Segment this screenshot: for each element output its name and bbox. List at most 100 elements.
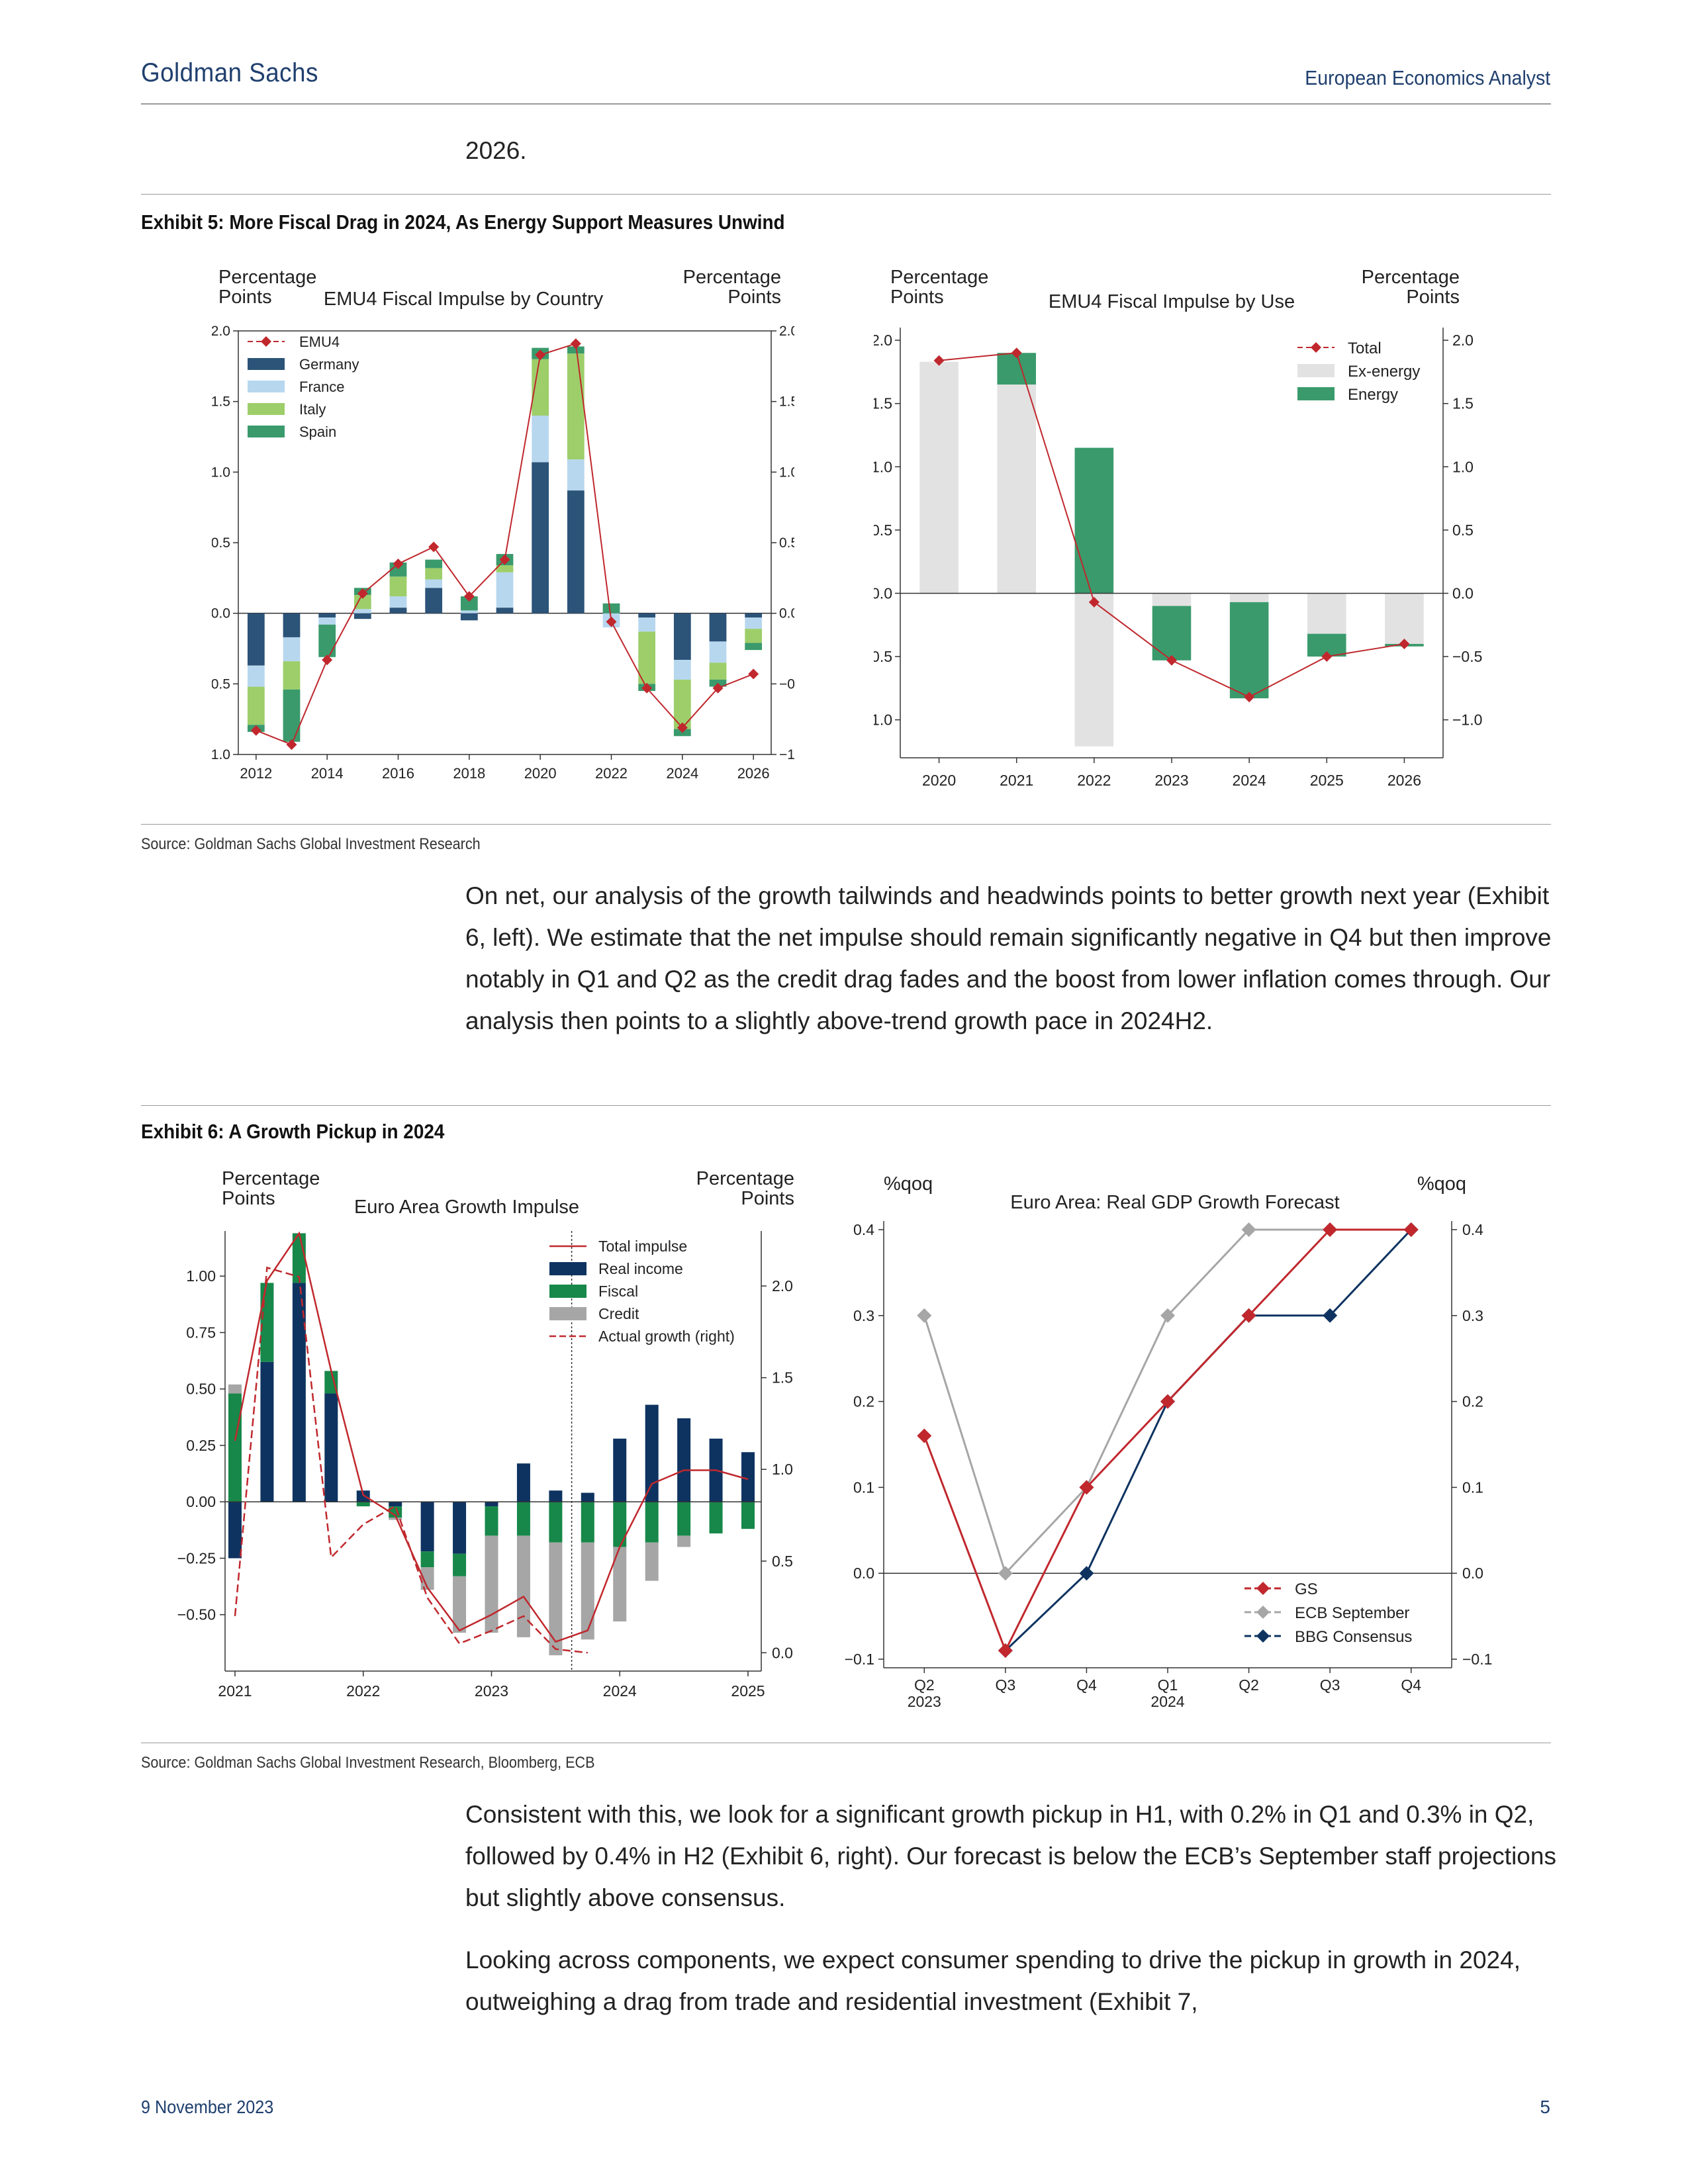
bar-fiscal (709, 1502, 723, 1533)
bar-credit (389, 1518, 402, 1520)
x-tick-label: 2024 (1150, 1693, 1184, 1710)
y-tick-label-right: 0.5 (779, 535, 794, 551)
bar-france (389, 596, 407, 608)
bar-france (353, 609, 371, 614)
y-tick-label-left: −0.25 (177, 1549, 216, 1567)
bar-real-income (741, 1452, 755, 1502)
chart-title: Euro Area: Real GDP Growth Forecast (1010, 1192, 1340, 1213)
x-tick-label: 2024 (603, 1682, 637, 1700)
x-tick-label: 2020 (524, 765, 557, 782)
legend-swatch-germany (248, 358, 285, 370)
bar-credit (613, 1547, 627, 1621)
bar-france (318, 617, 336, 625)
x-tick-label: 2026 (737, 765, 770, 782)
line-actual-growth (234, 1266, 588, 1654)
y-tick-label-right: −1.0 (1452, 711, 1482, 729)
point-emu4 (322, 655, 333, 666)
paragraph-2: Consistent with this, we look for a sign… (465, 1801, 1556, 1911)
bar-italy (496, 565, 514, 572)
bar-real-income (645, 1404, 659, 1502)
point-gs (1323, 1222, 1338, 1237)
y-tick-label-right: 0.0 (779, 606, 794, 621)
bar-italy (638, 631, 656, 684)
y-tick-label-left: 0.1 (853, 1479, 874, 1496)
point-emu4 (499, 554, 510, 565)
bar-fiscal (741, 1502, 755, 1529)
y-tick-label-right: 0.0 (772, 1644, 793, 1661)
bar-fiscal (324, 1371, 338, 1394)
bar-spain (283, 689, 301, 742)
bar-fiscal (453, 1553, 467, 1576)
bar-real-income (228, 1502, 242, 1559)
legend-label-ecb-september: ECB September (1295, 1604, 1409, 1622)
point-total (1244, 692, 1255, 703)
bar-real-income (420, 1502, 434, 1552)
bar-germany (638, 613, 656, 618)
legend-label-emu4: EMU4 (299, 334, 340, 350)
y-tick-label-right: 1.0 (779, 465, 794, 480)
legend-label-actual-growth-right: Actual growth (right) (598, 1328, 735, 1345)
y-tick-label-left: 0.3 (853, 1307, 874, 1324)
bar-germany (460, 613, 478, 621)
bar-real-income (516, 1463, 530, 1502)
bar-germany (567, 490, 585, 614)
point-emu4 (606, 616, 617, 627)
legend-label-ex-energy: Ex-energy (1348, 363, 1420, 381)
legend-label-gs: GS (1295, 1580, 1318, 1598)
y-tick-label-left: 0.5 (874, 522, 892, 539)
legend-swatch-energy (1297, 387, 1335, 400)
bar-fiscal (420, 1551, 434, 1568)
bar-ex-energy (1307, 593, 1346, 634)
header-rule (141, 103, 1551, 105)
legend-marker-gs (1256, 1582, 1270, 1595)
point-gs (998, 1643, 1013, 1659)
point-ecb-september (1160, 1308, 1175, 1323)
bar-energy (1152, 606, 1192, 660)
y-tick-label-left: 0.25 (186, 1437, 216, 1454)
point-total (1321, 651, 1333, 662)
y-axis-title-right: Percentage (1362, 267, 1460, 288)
point-total (933, 355, 945, 366)
y-tick-label-left: −1.0 (874, 711, 892, 729)
chart-title: EMU4 Fiscal Impulse by Use (1049, 291, 1295, 312)
y-tick-label-right: 0.5 (772, 1553, 793, 1570)
bar-credit (645, 1542, 659, 1581)
legend-swatch-ex-energy (1297, 364, 1335, 377)
exhibit5-top-rule (141, 194, 1551, 195)
intro-text: 2026. (465, 137, 527, 164)
bar-credit (420, 1567, 434, 1590)
x-tick-label: 2016 (382, 765, 414, 782)
legend-marker-bbg-consensus (1256, 1629, 1270, 1643)
y-tick-label-left: −0.50 (177, 1606, 216, 1623)
chart-title: EMU4 Fiscal Impulse by Country (324, 289, 604, 310)
bar-germany (673, 613, 691, 660)
point-emu4 (286, 739, 297, 751)
bar-germany (532, 462, 549, 614)
y-axis-title-left: Points (222, 1188, 275, 1209)
bar-germany (247, 613, 265, 666)
bar-real-income (292, 1283, 306, 1502)
y-tick-label-right: 1.5 (1452, 395, 1474, 412)
bar-france (532, 416, 549, 463)
bar-germany (353, 613, 371, 619)
y-tick-label-right: 2.0 (779, 324, 794, 339)
x-tick-label: 2025 (1310, 772, 1344, 789)
bar-credit (516, 1535, 530, 1637)
point-emu4 (463, 591, 475, 602)
legend-label-italy: Italy (299, 401, 326, 418)
bar-italy (283, 661, 301, 690)
x-tick-label: 2020 (922, 772, 956, 789)
bar-france (247, 665, 265, 687)
point-emu4 (393, 559, 404, 569)
point-emu4 (712, 682, 724, 694)
legend-marker-total (1311, 342, 1321, 353)
bar-italy (709, 662, 727, 680)
x-tick-label: 2026 (1387, 772, 1421, 789)
point-gs (917, 1428, 932, 1443)
bar-fiscal (356, 1502, 370, 1507)
bar-real-income (324, 1393, 338, 1502)
footer-date: 9 November 2023 (141, 2097, 274, 2117)
x-tick-label: 2024 (666, 765, 698, 782)
y-tick-label-right: 0.0 (1462, 1565, 1483, 1582)
y-tick-label-left: 1.0 (212, 465, 230, 480)
